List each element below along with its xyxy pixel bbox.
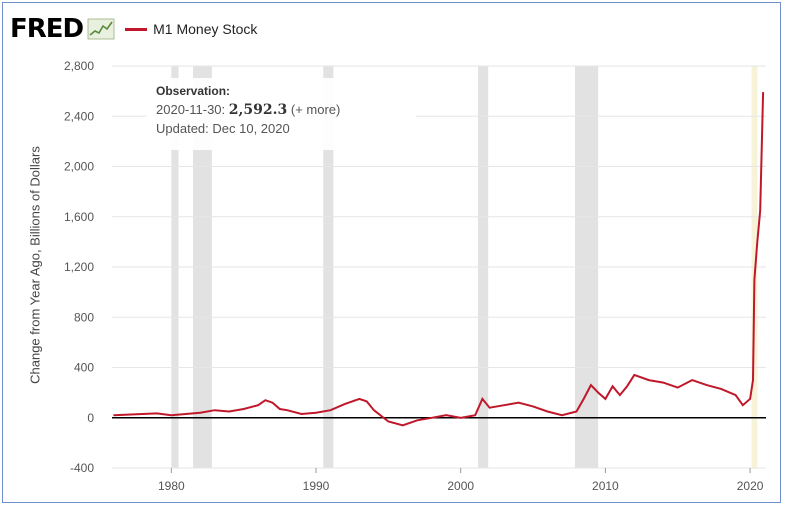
observation-tooltip: Observation: 2020-11-30: 2,592.3 (+ more… [146, 78, 416, 150]
y-tick-label: 400 [74, 361, 94, 375]
x-tick-label: 2010 [592, 479, 619, 493]
tooltip-observation: 2020-11-30: 2,592.3 (+ more) [156, 102, 406, 118]
chart-header: FRED M1 Money Stock [10, 12, 257, 46]
tooltip-date: 2020-11-30: [156, 102, 226, 117]
trend-chart-icon [87, 18, 115, 40]
legend[interactable]: M1 Money Stock [125, 21, 257, 37]
tooltip-value: 2,592.3 [228, 102, 288, 118]
y-tick-label: 0 [87, 411, 94, 425]
tooltip-updated: Updated: Dec 10, 2020 [156, 121, 290, 136]
y-tick-label: 2,400 [64, 109, 94, 123]
x-tick-label: 2020 [737, 479, 764, 493]
series-line-m1[interactable] [113, 92, 765, 427]
y-tick-label: 2,000 [64, 160, 94, 174]
fred-logo[interactable]: FRED [10, 14, 84, 44]
x-tick-label: 2000 [447, 479, 474, 493]
y-tick-label: 1,200 [64, 260, 94, 274]
y-tick-label: 800 [74, 310, 94, 324]
x-tick-label: 1980 [158, 479, 185, 493]
y-tick-label: -400 [70, 461, 94, 475]
legend-label: M1 Money Stock [153, 21, 258, 37]
y-tick-label: 2,800 [64, 59, 94, 73]
x-tick-label: 1990 [303, 479, 330, 493]
tooltip-more-link[interactable]: (+ more) [290, 102, 341, 117]
legend-swatch [125, 27, 148, 31]
tooltip-title: Observation: [156, 84, 231, 98]
y-tick-label: 1,600 [64, 210, 94, 224]
